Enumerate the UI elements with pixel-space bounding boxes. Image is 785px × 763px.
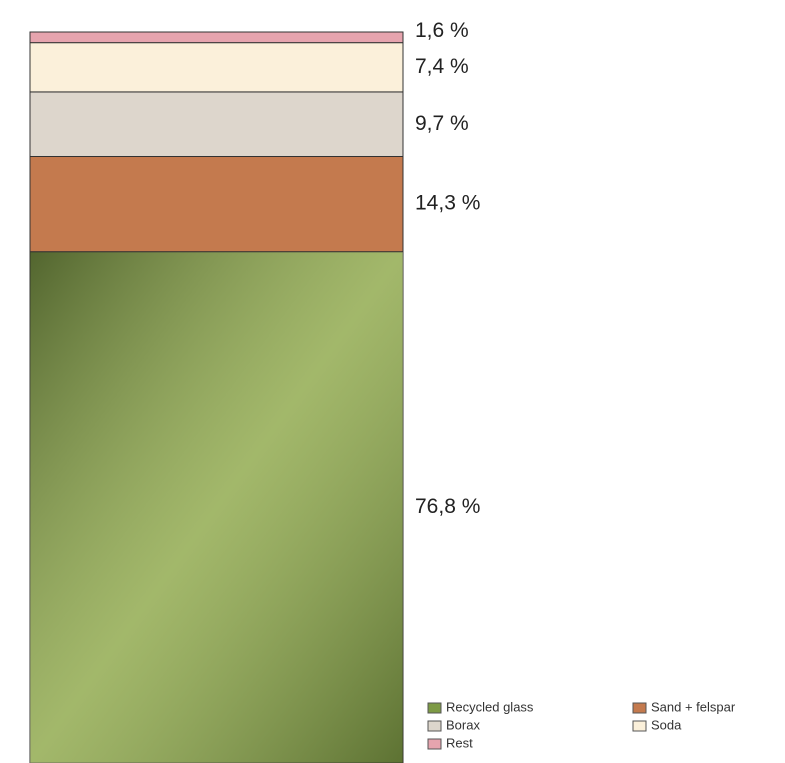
legend-swatch <box>427 720 442 732</box>
value-label: 9,7 % <box>415 112 469 135</box>
value-label: 1,6 % <box>415 19 469 42</box>
bar-segment <box>29 42 404 93</box>
bar-segment <box>29 91 404 157</box>
legend-label: Borax <box>446 717 480 732</box>
legend-label: Rest <box>446 735 473 750</box>
value-label: 7,4 % <box>415 55 469 78</box>
legend-swatch <box>632 702 647 714</box>
legend-label: Recycled glass <box>446 699 534 714</box>
bar-segment <box>29 31 404 44</box>
value-label: 14,3 % <box>415 192 480 215</box>
legend-swatch <box>427 738 442 750</box>
legend-label: Soda <box>651 717 682 732</box>
bar-segment <box>29 155 404 253</box>
legend-label: Sand + felspar <box>651 699 736 714</box>
legend-swatch <box>427 702 442 714</box>
legend-swatch <box>632 720 647 732</box>
segment-texture <box>30 251 403 763</box>
value-label: 76,8 % <box>415 495 480 518</box>
